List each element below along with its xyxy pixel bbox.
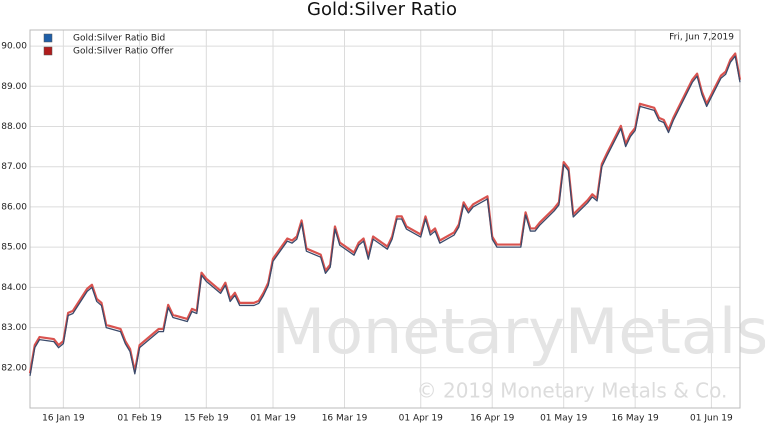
y-tick-label: 83.00 — [1, 323, 27, 333]
x-tick-label: 16 May 19 — [612, 414, 660, 424]
y-tick-label: 82.00 — [1, 363, 27, 373]
plot-frame — [29, 29, 741, 409]
x-tick-label: 01 Jun 19 — [690, 414, 733, 424]
series-line — [28, 52, 742, 374]
y-tick-label: 84.00 — [1, 283, 27, 293]
grid — [30, 30, 740, 408]
y-tick-label: 85.00 — [1, 243, 27, 253]
copyright: © 2019 Monetary Metals & Co. — [417, 379, 728, 403]
legend-swatch — [43, 33, 53, 43]
y-tick-label: 86.00 — [1, 202, 27, 212]
legend-label: Gold:Silver Ratio Offer — [73, 47, 174, 57]
date-label: Fri, Jun 7,2019 — [669, 33, 734, 43]
legend-swatch — [43, 46, 53, 56]
series-line — [29, 55, 741, 376]
y-tick-label: 87.00 — [1, 162, 27, 172]
chart-title: Gold:Silver Ratio — [307, 0, 457, 20]
legend-label: Gold:Silver Ratio Bid — [73, 34, 165, 44]
x-tick-label: 15 Feb 19 — [184, 414, 229, 424]
watermark: MonetaryMetals — [272, 295, 765, 368]
x-tick-label: 01 Feb 19 — [117, 414, 162, 424]
x-tick-label: 01 May 19 — [540, 414, 588, 424]
x-tick-label: 01 Apr 19 — [399, 414, 443, 424]
y-tick-label: 88.00 — [1, 122, 27, 132]
y-tick-label: 89.00 — [1, 82, 27, 92]
x-tick-label: 16 Mar 19 — [322, 414, 368, 424]
x-tick-label: 16 Apr 19 — [470, 414, 514, 424]
y-tick-label: 90.00 — [1, 42, 27, 52]
x-tick-label: 01 Mar 19 — [250, 414, 296, 424]
x-tick-label: 16 Jan 19 — [42, 414, 85, 424]
